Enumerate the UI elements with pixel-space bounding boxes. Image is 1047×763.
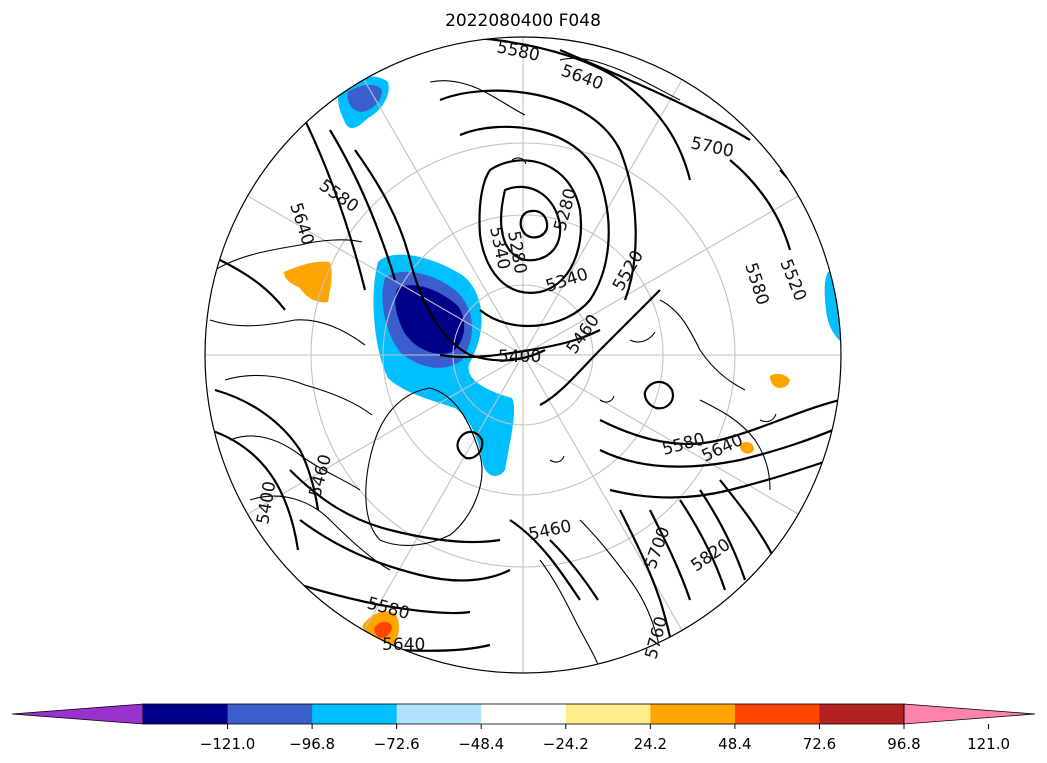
colorbar-tick-label: 72.6 (803, 735, 836, 753)
anomaly-shading (284, 76, 841, 648)
contour-label: 5640 (382, 635, 425, 655)
contour-label: 5580 (495, 37, 541, 66)
colorbar-extend-max (903, 703, 1036, 725)
colorbar-tick-label: 24.2 (634, 735, 667, 753)
colorbar-segment (143, 704, 229, 724)
contour-label: 5520 (775, 256, 810, 304)
colorbar-ticks: −121.0 −96.8 −72.6 −48.4 −24.2 24.2 48.4 72.6 96… (200, 724, 1010, 753)
colorbar-tick-label: −72.6 (374, 735, 420, 753)
map-boundary (204, 36, 842, 674)
colorbar-tick-label: 48.4 (718, 735, 751, 753)
colorbar-tick-label: −24.2 (543, 735, 589, 753)
colorbar-segment (819, 704, 905, 724)
contour-label: 5460 (306, 452, 337, 499)
colorbar-extend-min (11, 703, 144, 725)
contour-label: 5580 (315, 176, 362, 217)
colorbar-segment (227, 704, 313, 724)
colorbar-segment (312, 704, 398, 724)
contour-label: 5820 (687, 535, 734, 576)
colorbar-outline (142, 703, 905, 725)
coastlines (209, 57, 777, 671)
contour-label: 5580 (660, 429, 707, 460)
colorbar-tick-label: −121.0 (200, 735, 256, 753)
polar-map (205, 37, 841, 673)
positive-anomaly-south-core (374, 621, 392, 638)
colorbar (11, 703, 1036, 725)
colorbar-segment (565, 704, 651, 724)
positive-anomaly-east (770, 373, 790, 388)
contour-label: 5280 (551, 186, 582, 233)
contour-label: 5700 (689, 133, 735, 162)
colorbar-tick-label: −48.4 (458, 735, 504, 753)
figure-title: 2022080400 F048 (445, 11, 601, 31)
contour-label-layer: 5580 5640 5700 5580 5520 5280 5340 5280 … (253, 37, 810, 661)
contour-label: 5460 (527, 516, 573, 545)
colorbar-segment (396, 704, 482, 724)
colorbar-segment (734, 704, 820, 724)
negative-anomaly-nw-mid (347, 84, 382, 112)
positive-anomaly-west (284, 261, 332, 303)
colorbar-segment (481, 704, 567, 724)
contour-label: 5400 (253, 480, 280, 526)
positive-anomaly-east-small (740, 442, 754, 454)
colorbar-segment (650, 704, 736, 724)
colorbar-tick-label: 96.8 (887, 735, 920, 753)
contour-label: 5400 (498, 347, 541, 367)
contour-label: 5640 (285, 200, 317, 247)
colorbar-tick-label: 121.0 (967, 735, 1010, 753)
contour-label: 5580 (740, 260, 772, 307)
colorbar-tick-label: −96.8 (289, 735, 335, 753)
negative-anomaly-east-edge (824, 271, 841, 345)
contour-label: 5520 (609, 247, 648, 294)
contour-label: 5340 (543, 264, 590, 296)
